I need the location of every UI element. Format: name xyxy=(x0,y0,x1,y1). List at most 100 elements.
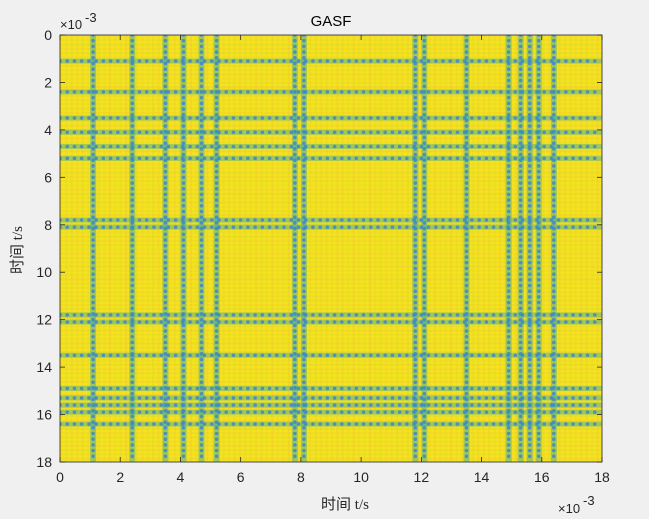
texture-row xyxy=(60,175,602,178)
band-dot xyxy=(506,403,510,407)
band-dot xyxy=(296,422,301,426)
band-dot xyxy=(159,218,163,222)
band-dot xyxy=(289,130,294,135)
band-dot xyxy=(217,353,221,358)
band-dot xyxy=(199,346,204,350)
band-dot xyxy=(536,186,541,191)
band-dot xyxy=(87,396,91,400)
band-dot xyxy=(231,313,236,317)
band-dot xyxy=(214,334,219,339)
band-dot xyxy=(422,175,427,180)
band-dot xyxy=(163,101,168,106)
band-dot xyxy=(592,320,597,324)
band-dot xyxy=(552,204,556,208)
band-dot xyxy=(419,403,424,407)
band-dot xyxy=(116,353,120,358)
band-dot xyxy=(556,144,561,149)
band-dot xyxy=(209,116,214,120)
band-dot xyxy=(552,101,556,106)
band-dot xyxy=(130,243,135,248)
band-dot xyxy=(91,129,95,134)
band-dot xyxy=(520,218,525,222)
band-dot xyxy=(518,221,523,225)
band-dot xyxy=(302,278,306,282)
band-dot xyxy=(433,353,438,358)
band-dot xyxy=(302,289,306,294)
band-dot xyxy=(552,295,556,299)
band-dot xyxy=(209,313,214,317)
band-dot xyxy=(518,112,523,117)
band-dot xyxy=(506,312,511,316)
band-dot xyxy=(536,164,541,168)
band-dot xyxy=(464,192,469,197)
band-dot xyxy=(413,357,418,362)
band-dot xyxy=(130,209,135,214)
band-dot xyxy=(130,232,135,237)
band-dot xyxy=(433,403,438,407)
band-dot xyxy=(195,144,200,149)
band-dot xyxy=(518,443,523,447)
band-dot xyxy=(214,186,219,191)
band-dot xyxy=(426,396,431,400)
band-dot xyxy=(464,243,469,248)
band-row xyxy=(60,352,602,358)
band-dot xyxy=(214,249,219,254)
band-dot xyxy=(527,272,532,276)
band-dot xyxy=(267,403,272,407)
band-dot xyxy=(552,386,556,390)
band-dot xyxy=(383,410,388,414)
band-dot xyxy=(91,169,95,174)
band-dot xyxy=(181,255,186,259)
band-dot xyxy=(123,386,127,391)
band-dot xyxy=(224,386,229,391)
band-dot xyxy=(199,38,204,43)
band-dot xyxy=(506,152,511,157)
band-dot xyxy=(464,61,469,66)
band-dot xyxy=(108,156,113,161)
texture-row xyxy=(60,380,602,383)
band-dot xyxy=(506,124,511,128)
band-dot xyxy=(405,225,409,229)
band-dot xyxy=(199,249,204,254)
band-dot xyxy=(199,181,204,185)
band-dot xyxy=(527,101,532,106)
band-dot xyxy=(144,144,149,149)
band-dot xyxy=(116,422,120,426)
band-dot xyxy=(231,320,236,324)
band-dot xyxy=(536,278,541,282)
band-dot xyxy=(549,116,554,120)
band-dot xyxy=(101,386,106,391)
band-dot xyxy=(527,443,532,447)
band-dot xyxy=(163,403,168,407)
band-dot xyxy=(412,386,416,391)
band-dot xyxy=(91,249,95,254)
band-dot xyxy=(260,422,265,426)
band-dot xyxy=(214,61,219,66)
band-dot xyxy=(199,312,204,316)
band-dot xyxy=(267,320,272,324)
band-dot xyxy=(578,156,583,161)
band-dot xyxy=(518,289,523,294)
band-dot xyxy=(199,278,204,282)
band-dot xyxy=(163,175,168,180)
band-dot xyxy=(91,448,95,453)
texture-row xyxy=(60,419,602,422)
band-dot xyxy=(91,44,95,49)
band-row xyxy=(60,89,602,95)
band-dot xyxy=(163,289,168,294)
band-dot xyxy=(65,386,70,391)
band-dot xyxy=(246,218,250,222)
band-dot xyxy=(536,260,541,265)
band-dot xyxy=(159,59,163,63)
band-dot xyxy=(163,141,168,145)
band-dot xyxy=(231,218,236,222)
band-dot xyxy=(542,410,546,414)
band-dot xyxy=(464,55,469,60)
band-dot xyxy=(455,130,460,135)
band-dot xyxy=(199,118,204,123)
band-dot xyxy=(376,313,380,317)
band-dot xyxy=(499,144,503,149)
band-dot xyxy=(91,431,95,436)
chart-title: GASF xyxy=(311,13,352,30)
band-dot xyxy=(195,410,200,414)
